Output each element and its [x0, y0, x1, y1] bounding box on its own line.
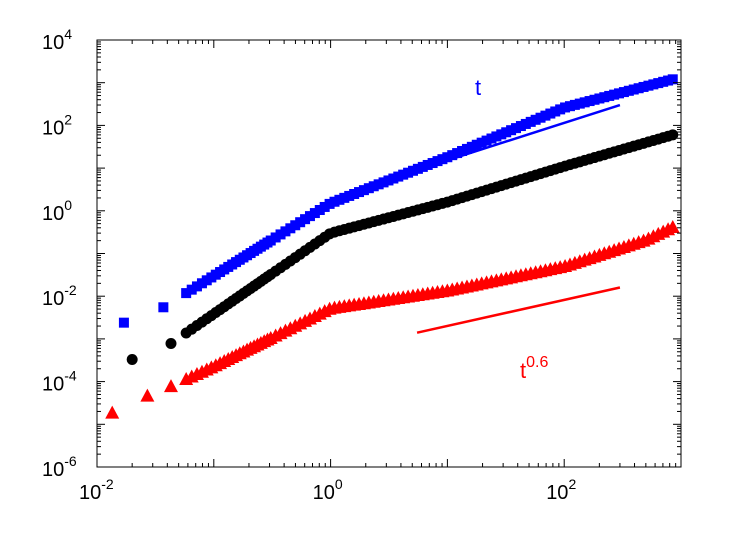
data-point — [165, 338, 177, 350]
data-point — [181, 288, 192, 299]
series-triangle — [105, 219, 680, 419]
data-point — [667, 74, 678, 85]
data-point — [105, 405, 120, 419]
reference-line-0: t — [416, 75, 621, 172]
slope-label: t — [475, 75, 481, 100]
data-point — [667, 129, 679, 141]
y-tick-label: 10-6 — [42, 453, 77, 481]
slope-line — [416, 103, 621, 172]
data-point — [186, 284, 197, 295]
data-point — [140, 388, 155, 402]
y-tick-label: 102 — [42, 111, 72, 139]
data-point — [126, 353, 138, 365]
y-tick-label: 100 — [42, 197, 72, 225]
y-tick-label: 104 — [42, 26, 72, 54]
data-point — [665, 219, 680, 233]
slope-line — [416, 286, 621, 334]
slope-label: t0.6 — [520, 354, 548, 383]
y-tick-label: 10-4 — [42, 368, 77, 396]
x-tick-label: 102 — [546, 476, 576, 504]
y-tick-label: 10-2 — [42, 282, 77, 310]
series-circle — [126, 129, 679, 365]
x-tick-label: 100 — [313, 476, 343, 504]
data-point — [163, 379, 178, 393]
axes: 10-2 100 102 104 102 100 10-2 10-4 10-6 — [42, 26, 682, 504]
reference-line-1: t0.6 — [416, 286, 621, 383]
data-point — [158, 302, 169, 313]
series-square — [118, 74, 678, 328]
data-point — [118, 317, 129, 328]
data-point — [191, 281, 202, 292]
x-tick-label: 10-2 — [79, 476, 114, 504]
plot-marks: t t0.6 — [105, 74, 680, 419]
